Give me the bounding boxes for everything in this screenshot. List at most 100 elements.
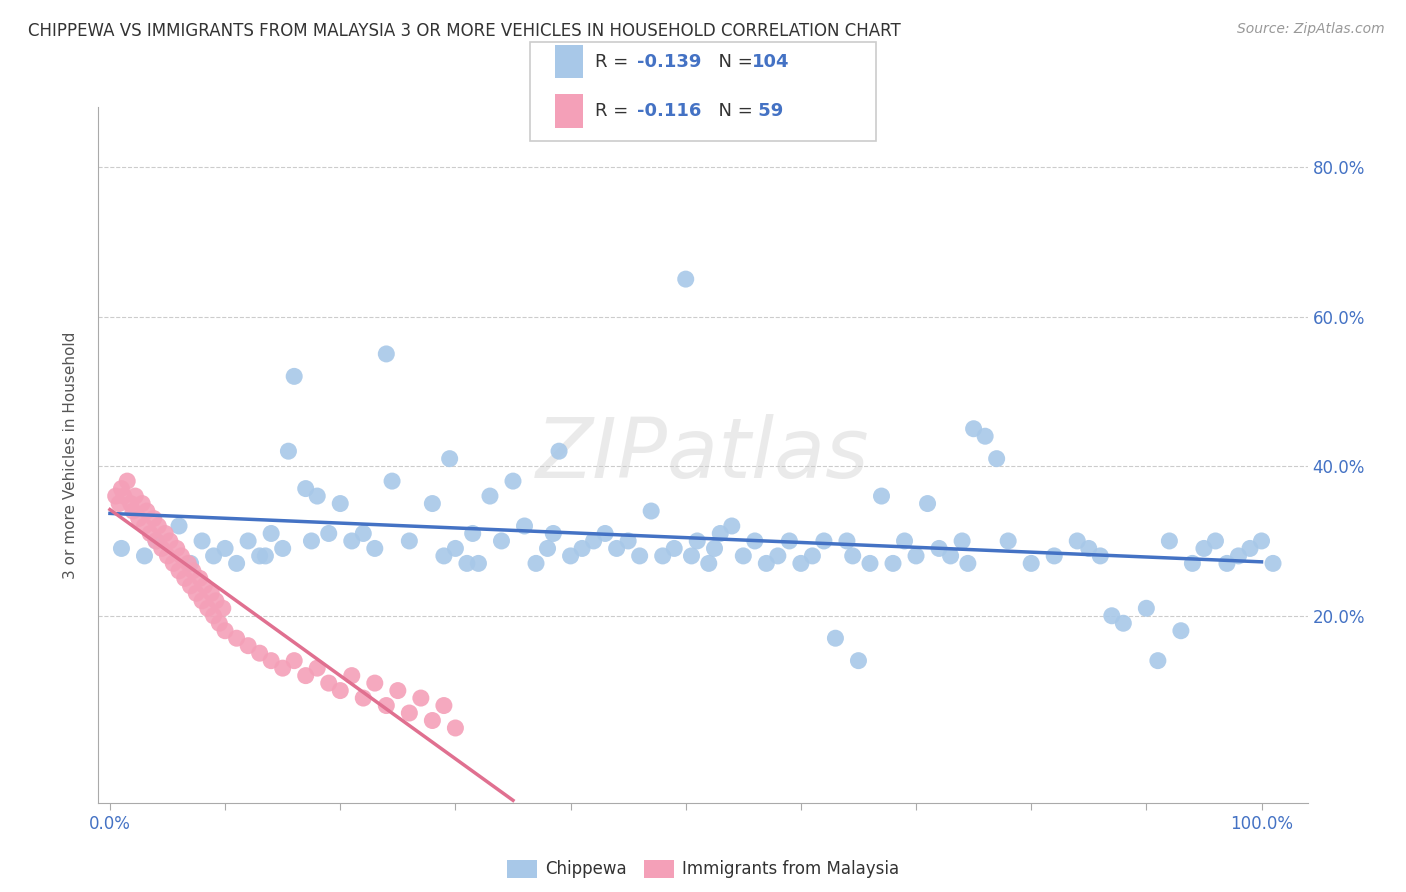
Point [409,691,432,706]
Point [640,504,662,518]
Point [1204,533,1226,548]
Point [329,497,352,511]
Text: Source: ZipAtlas.com: Source: ZipAtlas.com [1237,22,1385,37]
Point [188,571,211,585]
Point [681,549,703,563]
Point [398,706,420,720]
Point [1192,541,1215,556]
Point [214,541,236,556]
Point [307,489,329,503]
Point [340,668,363,682]
Point [294,482,316,496]
Point [882,557,904,571]
Point [733,549,755,563]
Text: 104: 104 [752,53,790,70]
Point [260,654,283,668]
Point [1135,601,1157,615]
Point [548,444,571,458]
Point [1090,549,1112,563]
Point [110,541,132,556]
Point [122,504,145,518]
Point [159,533,181,548]
Point [628,549,651,563]
Point [318,526,340,541]
Point [236,533,259,548]
Point [928,541,950,556]
Point [139,526,162,541]
Text: 59: 59 [752,102,783,120]
Point [162,557,184,571]
Point [422,714,444,728]
Point [813,533,835,548]
Point [236,639,259,653]
Point [387,683,409,698]
Point [200,586,222,600]
Point [848,654,870,668]
Point [444,721,467,735]
Point [352,691,374,706]
Point [318,676,340,690]
Point [1101,608,1123,623]
Point [191,533,214,548]
Point [956,557,979,571]
Point [283,369,305,384]
Point [145,533,167,548]
Point [1159,533,1181,548]
Text: ZIPatlas: ZIPatlas [536,415,870,495]
Text: N =: N = [707,53,759,70]
Point [120,497,142,511]
Point [1250,533,1272,548]
Point [917,497,939,511]
Point [186,586,208,600]
Point [1170,624,1192,638]
Point [870,489,893,503]
Point [841,549,863,563]
Point [128,511,150,525]
Point [180,579,202,593]
Point [202,608,225,623]
Point [301,533,323,548]
Point [205,594,228,608]
Point [340,533,363,548]
Text: -0.139: -0.139 [637,53,702,70]
Point [191,594,214,608]
Point [524,557,547,571]
Point [254,549,277,563]
Point [686,533,709,548]
Point [135,504,157,518]
Point [166,541,188,556]
Text: R =: R = [595,53,634,70]
Point [381,474,404,488]
Point [142,511,165,525]
Point [202,549,225,563]
Point [134,519,156,533]
Legend: Chippewa, Immigrants from Malaysia: Chippewa, Immigrants from Malaysia [501,853,905,885]
Point [755,557,778,571]
Point [536,541,558,556]
Text: R =: R = [595,102,634,120]
Point [675,272,697,286]
Point [560,549,582,563]
Point [893,533,915,548]
Point [180,557,202,571]
Point [1227,549,1250,563]
Point [974,429,997,443]
Point [905,549,928,563]
Point [593,526,616,541]
Point [703,541,725,556]
Point [571,541,593,556]
Point [801,549,824,563]
Point [104,489,127,503]
Y-axis label: 3 or more Vehicles in Household: 3 or more Vehicles in Household [63,331,77,579]
Point [170,549,193,563]
Point [439,451,461,466]
Point [1077,541,1099,556]
Point [307,661,329,675]
Point [375,698,398,713]
Point [986,451,1008,466]
Point [110,482,132,496]
Point [1043,549,1066,563]
Point [766,549,789,563]
Point [177,557,200,571]
Text: CHIPPEWA VS IMMIGRANTS FROM MALAYSIA 3 OR MORE VEHICLES IN HOUSEHOLD CORRELATION: CHIPPEWA VS IMMIGRANTS FROM MALAYSIA 3 O… [28,22,901,40]
